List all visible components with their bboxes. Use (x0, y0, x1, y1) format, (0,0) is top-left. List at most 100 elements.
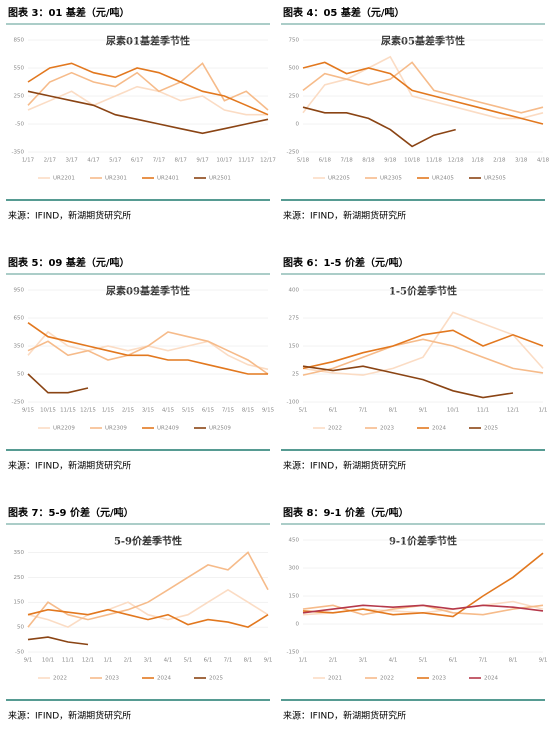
x-tick-label: 3/1 (359, 658, 368, 664)
y-tick-label: 550 (14, 66, 25, 72)
legend-label: UR2409 (157, 426, 179, 432)
x-tick-label: 11/18 (426, 158, 442, 164)
x-tick-label: 8/1 (389, 408, 398, 414)
legend-label: 2024 (432, 426, 446, 432)
legend-label: UR2201 (53, 176, 75, 182)
y-tick-label: -100 (287, 400, 300, 406)
x-tick-label: 9/1 (24, 658, 33, 664)
legend-label: 2023 (380, 426, 394, 432)
chart-title: 1-5价差季节性 (389, 285, 457, 298)
series-line (27, 373, 89, 394)
x-tick-label: 7/1 (359, 408, 368, 414)
y-tick-label: 50 (17, 372, 24, 378)
x-tick-label: 8/15 (242, 408, 255, 414)
series-line (27, 322, 268, 375)
series-line (27, 90, 269, 135)
x-tick-label: 7/15 (222, 408, 235, 414)
series-line (302, 106, 456, 148)
x-tick-label: 3/1 (144, 658, 153, 664)
y-tick-label: 275 (289, 316, 300, 322)
chart-title: 尿素01基差季节性 (106, 35, 190, 48)
y-tick-label: 350 (14, 344, 25, 350)
x-tick-label: 4/18 (537, 158, 550, 164)
series-line (302, 61, 544, 114)
x-tick-label: 9/15 (262, 408, 275, 414)
x-tick-label: 6/1 (329, 408, 338, 414)
x-tick-label: 5/17 (109, 158, 122, 164)
x-tick-label: 8/17 (175, 158, 188, 164)
x-tick-label: 8/18 (362, 158, 375, 164)
x-tick-label: 1/15 (102, 408, 115, 414)
x-tick-label: 1/1 (104, 658, 113, 664)
x-tick-label: 2/17 (44, 158, 57, 164)
caption: 图表 7：5-9 价差（元/吨） (8, 506, 134, 519)
y-tick-label: 25 (292, 372, 299, 378)
x-tick-label: 11/1 (62, 658, 74, 664)
series-line (27, 588, 269, 628)
x-tick-label: 1/1 (299, 658, 308, 664)
x-tick-label: 5/15 (182, 408, 195, 414)
x-tick-label: 7/18 (340, 158, 353, 164)
x-tick-label: 3/18 (515, 158, 528, 164)
chart-title: 9-1价差季节性 (389, 535, 457, 548)
x-tick-label: 8/1 (509, 658, 518, 664)
y-tick-label: 950 (14, 288, 25, 294)
x-tick-label: 2/1 (329, 658, 338, 664)
x-tick-label: 12/15 (80, 408, 96, 414)
y-tick-label: 150 (289, 594, 300, 600)
series-line (302, 552, 544, 618)
y-tick-label: 750 (289, 38, 300, 44)
x-tick-label: 4/17 (87, 158, 100, 164)
x-tick-label: 9/18 (384, 158, 397, 164)
x-tick-label: 10/1 (447, 408, 459, 414)
x-tick-label: 4/1 (164, 658, 173, 664)
x-tick-label: 9/1 (264, 658, 273, 664)
source: 来源：IFIND，新湖期货研究所 (283, 460, 406, 472)
x-tick-label: 5/1 (299, 408, 308, 414)
legend-label: UR2505 (484, 176, 506, 182)
x-tick-label: 2/1 (124, 658, 133, 664)
x-tick-label: 9/1 (539, 658, 548, 664)
x-tick-label: 9/17 (196, 158, 209, 164)
chart-title: 尿素09基差季节性 (106, 285, 190, 298)
y-tick-label: 400 (289, 288, 300, 294)
y-tick-label: 300 (289, 566, 300, 572)
y-tick-label: -250 (287, 150, 300, 156)
y-tick-label: 450 (289, 538, 300, 544)
y-tick-label: -50 (15, 650, 24, 656)
legend-label: 2022 (380, 676, 394, 682)
x-tick-label: 8/1 (244, 658, 253, 664)
y-tick-label: -250 (12, 400, 25, 406)
legend-label: 2024 (157, 676, 171, 682)
x-tick-label: 5/18 (297, 158, 310, 164)
y-tick-label: 850 (14, 38, 25, 44)
caption: 图表 3：01 基差（元/吨） (8, 6, 130, 19)
legend-label: UR2401 (157, 176, 179, 182)
series-line (302, 61, 544, 125)
x-tick-label: 3/17 (65, 158, 78, 164)
legend-label: 2023 (432, 676, 446, 682)
x-tick-label: 1/1 (539, 408, 548, 414)
series-line (302, 604, 544, 614)
x-tick-label: 12/18 (448, 158, 464, 164)
x-tick-label: 1/18 (471, 158, 484, 164)
source: 来源：IFIND，新湖期货研究所 (8, 710, 131, 722)
x-tick-label: 5/1 (419, 658, 428, 664)
x-tick-label: 9/1 (419, 408, 428, 414)
x-tick-label: 9/15 (22, 408, 35, 414)
source: 来源：IFIND，新湖期货研究所 (8, 460, 131, 472)
x-tick-label: 11/15 (60, 408, 76, 414)
x-tick-label: 11/17 (238, 158, 254, 164)
x-tick-label: 6/17 (131, 158, 144, 164)
y-tick-label: 650 (14, 316, 25, 322)
legend-label: 2021 (328, 676, 342, 682)
x-tick-label: 10/15 (40, 408, 56, 414)
y-tick-label: 250 (14, 575, 25, 581)
y-tick-label: 500 (289, 66, 300, 72)
source: 来源：IFIND，新湖期货研究所 (283, 210, 406, 222)
legend-label: UR2405 (432, 176, 454, 182)
caption: 图表 6：1-5 价差（元/吨） (283, 256, 409, 269)
x-tick-label: 5/1 (184, 658, 193, 664)
series-line (27, 608, 269, 628)
